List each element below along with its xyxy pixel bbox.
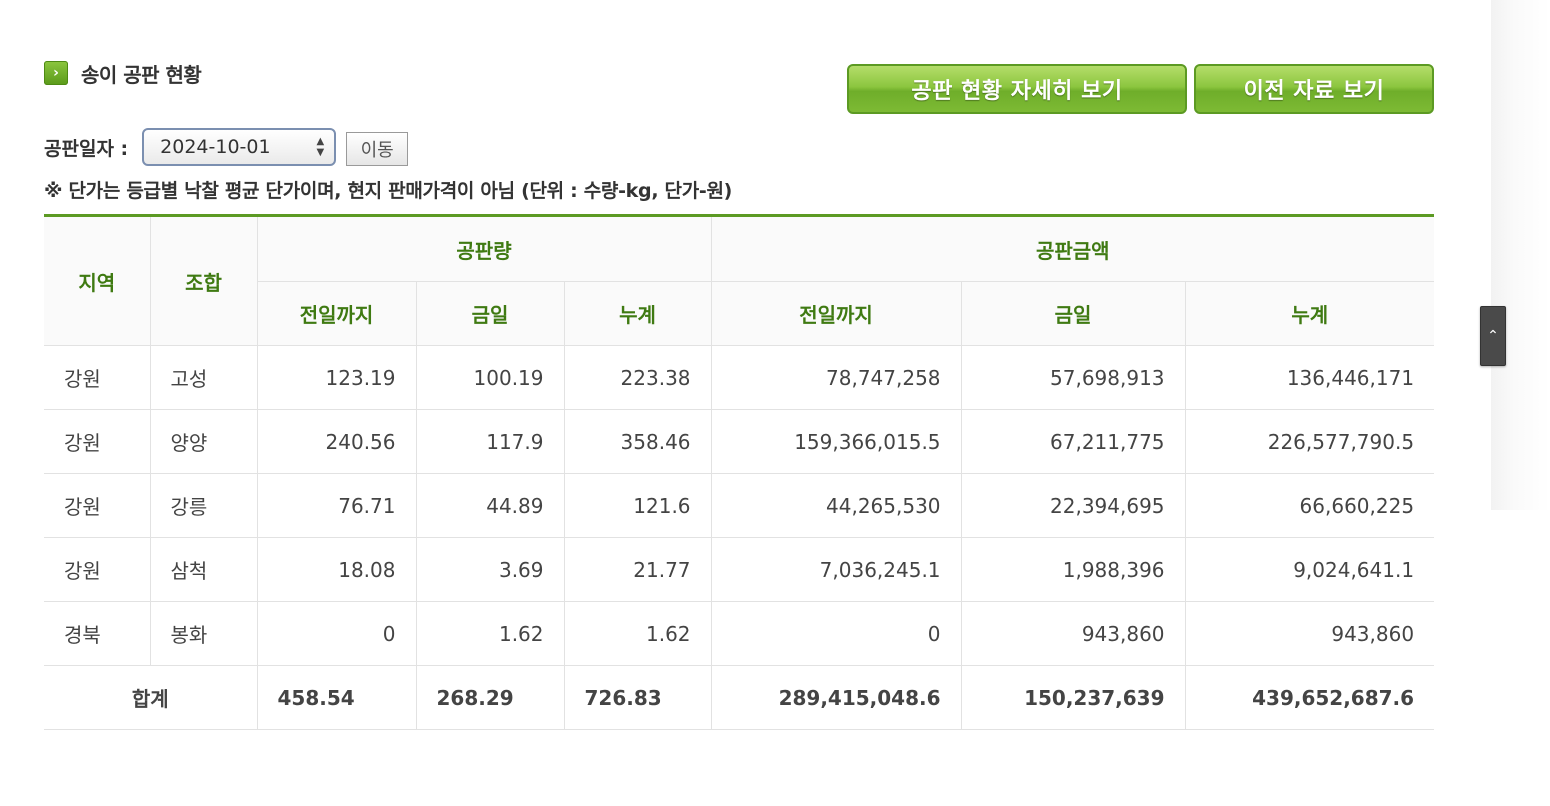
cell-quantity-prev: 0 <box>256 601 417 666</box>
cell-amount-prev: 159,366,015.5 <box>710 409 962 474</box>
header-union: 조합 <box>149 215 258 346</box>
cell-amount-prev: 44,265,530 <box>710 473 962 538</box>
unit-note: ※ 단가는 등급별 낙찰 평균 단가이며, 현지 판매가격이 아님 (단위 : … <box>44 180 733 202</box>
header-region: 지역 <box>44 215 151 346</box>
total-quantity-today: 268.29 <box>415 665 565 730</box>
cell-amount-today: 943,860 <box>960 601 1186 666</box>
total-quantity-total: 726.83 <box>563 665 712 730</box>
cell-quantity-prev: 76.71 <box>256 473 417 538</box>
table-row: 강원 고성 123.19 100.19 223.38 78,747,258 57… <box>44 345 1435 410</box>
cell-quantity-total: 1.62 <box>563 601 712 666</box>
cell-quantity-today: 44.89 <box>415 473 565 538</box>
cell-amount-today: 1,988,396 <box>960 537 1186 602</box>
cell-amount-prev: 7,036,245.1 <box>710 537 962 602</box>
cell-amount-today: 67,211,775 <box>960 409 1186 474</box>
cell-amount-total: 66,660,225 <box>1184 473 1435 538</box>
table-row: 경북 봉화 0 1.62 1.62 0 943,860 943,860 <box>44 601 1435 666</box>
table-row: 강원 양양 240.56 117.9 358.46 159,366,015.5 … <box>44 409 1435 474</box>
cell-amount-prev: 0 <box>710 601 962 666</box>
cell-quantity-total: 358.46 <box>563 409 712 474</box>
cell-region: 강원 <box>44 537 151 602</box>
cell-amount-total: 136,446,171 <box>1184 345 1435 410</box>
cell-quantity-total: 21.77 <box>563 537 712 602</box>
cell-region: 강원 <box>44 473 151 538</box>
cell-quantity-total: 121.6 <box>563 473 712 538</box>
header-amount: 공판금액 <box>710 215 1435 282</box>
total-label: 합계 <box>44 665 258 730</box>
total-quantity-prev: 458.54 <box>256 665 417 730</box>
total-row: 합계 458.54 268.29 726.83 289,415,048.6 15… <box>44 665 1435 730</box>
cell-union: 양양 <box>149 409 258 474</box>
cell-amount-total: 9,024,641.1 <box>1184 537 1435 602</box>
cell-amount-total: 226,577,790.5 <box>1184 409 1435 474</box>
cell-region: 경북 <box>44 601 151 666</box>
cell-region: 강원 <box>44 409 151 474</box>
cell-quantity-prev: 18.08 <box>256 537 417 602</box>
chevron-right-icon: › <box>44 61 68 85</box>
cell-amount-prev: 78,747,258 <box>710 345 962 410</box>
cell-amount-today: 57,698,913 <box>960 345 1186 410</box>
total-amount-today: 150,237,639 <box>960 665 1186 730</box>
cell-quantity-total: 223.38 <box>563 345 712 410</box>
date-select[interactable]: 2024-10-01 ▲ ▼ <box>142 128 337 166</box>
cell-quantity-today: 3.69 <box>415 537 565 602</box>
cell-union: 봉화 <box>149 601 258 666</box>
date-filter: 공판일자 : 2024-10-01 ▲ ▼ 이동 <box>44 127 409 167</box>
detail-view-button[interactable]: 공판 현황 자세히 보기 <box>847 64 1187 114</box>
total-amount-prev: 289,415,048.6 <box>710 665 962 730</box>
cell-union: 고성 <box>149 345 258 410</box>
date-label: 공판일자 : <box>44 137 129 160</box>
cell-quantity-prev: 123.19 <box>256 345 417 410</box>
cell-union: 삼척 <box>149 537 258 602</box>
header-quantity: 공판량 <box>256 215 712 282</box>
header-amount-today: 금일 <box>960 281 1186 346</box>
cell-union: 강릉 <box>149 473 258 538</box>
cell-region: 강원 <box>44 345 151 410</box>
cell-quantity-today: 117.9 <box>415 409 565 474</box>
date-select-value: 2024-10-01 <box>160 136 271 158</box>
cell-quantity-today: 1.62 <box>415 601 565 666</box>
cell-quantity-today: 100.19 <box>415 345 565 410</box>
go-button[interactable]: 이동 <box>346 132 409 166</box>
chevron-up-icon: ⌃ <box>1487 328 1499 344</box>
auction-table: 지역 조합 공판량 공판금액 전일까지 금일 누계 전일까지 금일 누계 강원 … <box>44 214 1435 730</box>
table-row: 강원 삼척 18.08 3.69 21.77 7,036,245.1 1,988… <box>44 537 1435 602</box>
total-amount-total: 439,652,687.6 <box>1184 665 1435 730</box>
page-title: 송이 공판 현황 <box>81 62 202 87</box>
cell-quantity-prev: 240.56 <box>256 409 417 474</box>
header-quantity-total: 누계 <box>563 281 712 346</box>
cell-amount-today: 22,394,695 <box>960 473 1186 538</box>
table-row: 강원 강릉 76.71 44.89 121.6 44,265,530 22,39… <box>44 473 1435 538</box>
previous-data-button[interactable]: 이전 자료 보기 <box>1194 64 1434 114</box>
scroll-to-top-button[interactable]: ⌃ <box>1480 306 1506 366</box>
section-title: › 송이 공판 현황 <box>44 60 202 87</box>
header-quantity-prev: 전일까지 <box>257 281 417 346</box>
header-amount-prev: 전일까지 <box>710 281 962 346</box>
cell-amount-total: 943,860 <box>1184 601 1435 666</box>
header-amount-total: 누계 <box>1184 281 1435 346</box>
select-arrows-icon: ▲ ▼ <box>316 136 325 158</box>
right-gutter <box>1491 0 1550 510</box>
header-quantity-today: 금일 <box>415 281 565 346</box>
